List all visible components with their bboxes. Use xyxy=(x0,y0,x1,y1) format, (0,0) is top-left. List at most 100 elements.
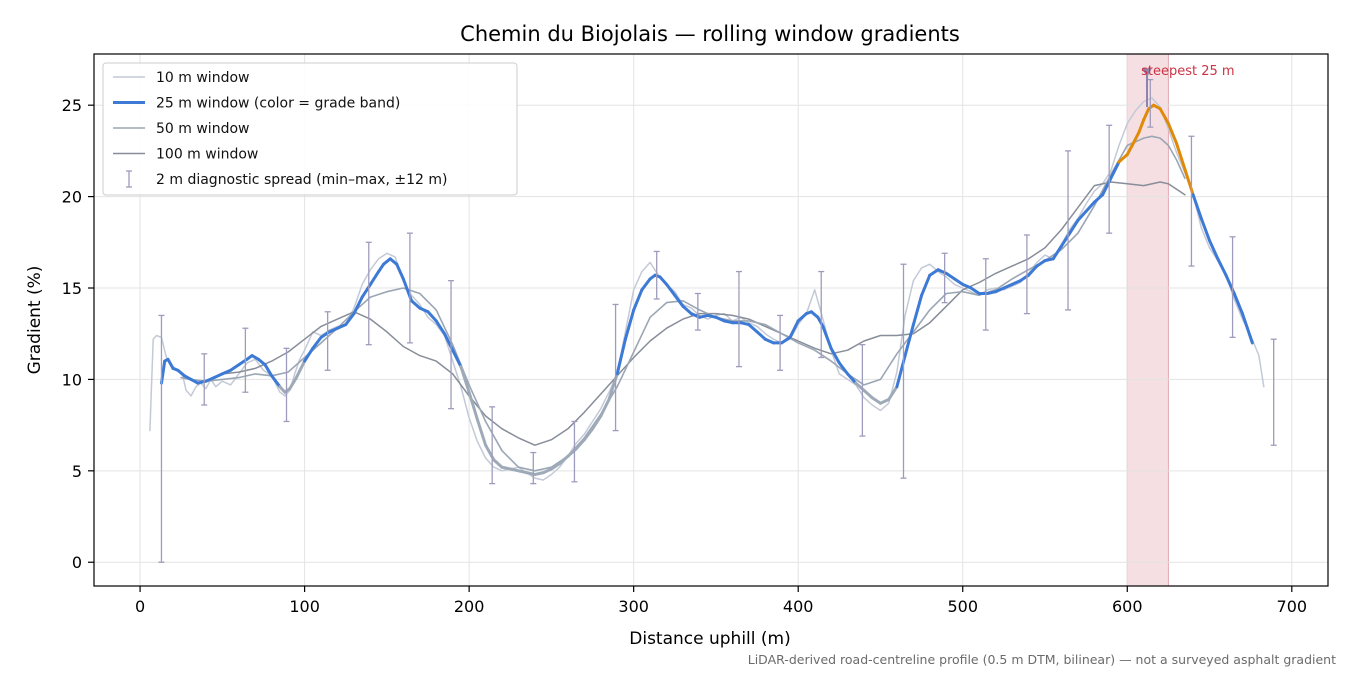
peak-marker xyxy=(1142,68,1153,78)
series-line-25m-segment xyxy=(263,363,274,378)
series-line-25m-segment xyxy=(368,270,381,286)
spread-errorbar xyxy=(201,353,208,406)
series-line-25m-segment xyxy=(928,268,940,277)
series-line-25m-segment xyxy=(640,277,652,292)
series-line-25m-segment xyxy=(788,319,800,339)
spread-errorbar xyxy=(1106,124,1113,234)
x-tick-label: 100 xyxy=(289,597,320,616)
series-line-25m-segment xyxy=(220,368,233,376)
series-line-25m-segment xyxy=(582,427,594,442)
series-line-25m-segment xyxy=(270,374,282,389)
series-line-25m-segment xyxy=(599,398,611,418)
y-axis-label: Gradient (%) xyxy=(25,266,45,375)
spread-errorbar xyxy=(406,232,413,344)
x-tick-label: 300 xyxy=(618,597,649,616)
series-line-25m-segment xyxy=(492,458,504,469)
series-line-25m-segment xyxy=(1166,122,1179,146)
series-line-25m-segment xyxy=(969,286,981,295)
legend-entry: 10 m window xyxy=(113,70,249,86)
x-axis: 0 100 200 300 400 500 600 700 xyxy=(135,586,1307,616)
series-line-25m-segment xyxy=(665,282,677,297)
spread-errorbar xyxy=(612,303,619,432)
series-line-25m-segment xyxy=(166,357,175,370)
spread-errorbar xyxy=(694,292,701,331)
spread-errorbar xyxy=(242,327,249,393)
series-line-25m-segment xyxy=(1068,218,1080,235)
spread-errorbar xyxy=(900,263,907,479)
legend-label: 50 m window xyxy=(156,121,249,137)
y-tick-label: 5 xyxy=(72,462,82,481)
series-line-25m-segment xyxy=(862,388,874,400)
legend-entry: 100 m window xyxy=(113,147,258,163)
series-line-25m-segment xyxy=(426,310,438,323)
series-line-25m-segment xyxy=(549,462,562,471)
spread-errorbar xyxy=(489,406,496,485)
spread-errorbar xyxy=(1188,135,1195,267)
series-line-25m-segment xyxy=(1208,239,1220,261)
y-tick-label: 15 xyxy=(62,279,82,298)
spread-errorbar xyxy=(324,311,331,371)
footnote: LiDAR-derived road-centreline profile (0… xyxy=(748,652,1336,667)
series-line-100m xyxy=(221,181,1186,446)
series-line-25m-segment xyxy=(944,271,956,281)
spread-errorbar xyxy=(982,258,989,331)
series-line-25m-segment xyxy=(288,376,298,391)
spread-errorbar xyxy=(777,314,784,371)
series-line-25m-segment xyxy=(673,293,685,308)
series-line-25m-segment xyxy=(816,315,825,328)
legend-box xyxy=(102,62,518,196)
series-line-25m-segment xyxy=(829,346,841,365)
spread-errorbar xyxy=(1023,234,1030,315)
series-line-25m-segment xyxy=(459,365,471,394)
series-line-25m-segment xyxy=(294,359,307,380)
series-line-25m-segment xyxy=(1158,107,1170,125)
legend-label: 25 m window (color = grade band) xyxy=(156,96,400,112)
x-tick-label: 600 xyxy=(1112,597,1143,616)
series-line-25m-segment xyxy=(887,385,899,401)
spread-errorbar xyxy=(1065,150,1072,311)
x-tick-label: 700 xyxy=(1277,597,1308,616)
legend-entry: 2 m diagnostic spread (min–max, ±12 m) xyxy=(126,170,447,188)
series-line-25m-segment xyxy=(410,299,422,310)
series-line-25m-segment xyxy=(846,372,858,385)
series-line-25m-segment xyxy=(352,295,364,316)
series-line-25m-segment xyxy=(615,337,627,376)
series-line-25m-segment xyxy=(1084,200,1096,213)
series-line-25m-segment xyxy=(1175,142,1187,171)
series-line-25m-segment xyxy=(1027,264,1039,277)
x-tick-label: 0 xyxy=(135,597,145,616)
series-line-25m-segment xyxy=(303,346,315,363)
series-line-25m-segment xyxy=(434,319,446,336)
series-line-25m-segment xyxy=(632,288,644,312)
series-line-25m-segment xyxy=(911,293,924,327)
legend-label: 2 m diagnostic spread (min–max, ±12 m) xyxy=(156,172,447,188)
y-tick-label: 10 xyxy=(62,370,82,389)
series-line-25m-segment xyxy=(1109,160,1121,180)
y-axis: 0 5 10 15 20 25 xyxy=(62,96,94,572)
series-line-25m-segment xyxy=(1130,131,1141,147)
series-line-25m-segment xyxy=(961,282,973,290)
y-tick-label: 20 xyxy=(62,188,82,207)
series-line-25m-segment xyxy=(1051,244,1063,261)
x-axis-label: Distance uphill (m) xyxy=(629,629,790,649)
spread-errorbar xyxy=(448,280,455,410)
series-line-25m-segment xyxy=(475,418,488,447)
legend-entry: 50 m window xyxy=(113,121,249,137)
spread-errorbar xyxy=(941,252,948,304)
steepest-window-label: steepest 25 m xyxy=(1141,64,1234,79)
spread-errorbar xyxy=(283,347,290,423)
series-line-25m-segment xyxy=(229,363,241,372)
y-tick-label: 25 xyxy=(62,96,82,115)
legend-label: 100 m window xyxy=(156,147,258,163)
series-line-25m-segment xyxy=(1199,217,1211,242)
series-line-25m-segment xyxy=(821,324,833,350)
series-line-25m-segment xyxy=(870,396,882,405)
x-tick-label: 400 xyxy=(783,597,814,616)
series-line-25m-segment xyxy=(574,438,586,451)
series-line-25m-segment xyxy=(1125,143,1134,156)
series-line-25m-segment xyxy=(1117,153,1129,164)
x-tick-label: 500 xyxy=(947,597,978,616)
spread-errorbar xyxy=(653,250,660,300)
series-line-25m-segment xyxy=(1076,209,1088,222)
